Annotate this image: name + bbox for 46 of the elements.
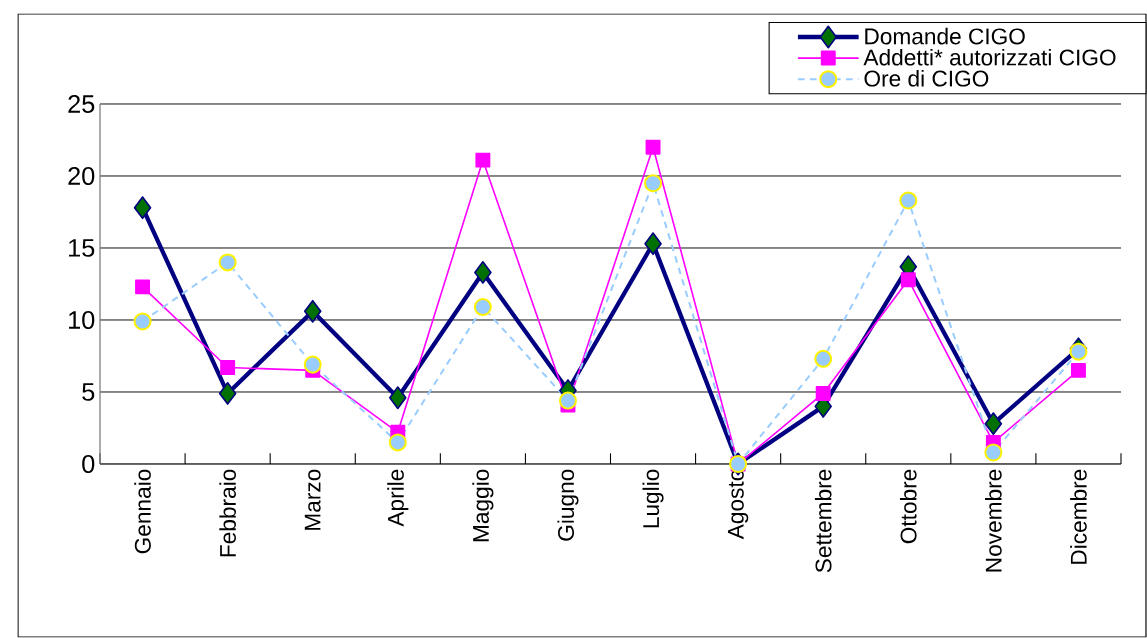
point	[135, 279, 151, 295]
point	[1069, 342, 1088, 361]
point	[899, 191, 918, 210]
point	[474, 261, 492, 285]
x-tick-label: Settembre	[814, 469, 832, 573]
legend-label: Domande CIGO	[865, 27, 1025, 45]
point	[389, 386, 407, 410]
point	[1070, 363, 1086, 379]
x-tick-label: Aprile	[387, 469, 409, 527]
x-tick-label: Giugno	[557, 469, 579, 541]
point	[303, 355, 322, 374]
x-tick-label: Marzo	[304, 469, 321, 531]
legend-label: Ore di CIGO	[864, 70, 989, 87]
point	[644, 174, 663, 193]
x-tick-label: Ottobre	[899, 469, 917, 544]
y-tick-label: 20	[68, 167, 95, 186]
x-tick-label: Agosto	[727, 469, 749, 540]
point	[473, 298, 492, 317]
point	[984, 443, 1003, 462]
point	[303, 300, 322, 324]
point	[900, 272, 916, 288]
y-tick-label: 25	[68, 95, 95, 114]
point	[644, 232, 662, 256]
y-tick-label: 5	[82, 383, 95, 402]
point	[475, 152, 491, 168]
legend-label: Addetti* autorizzati CIGO	[863, 49, 1116, 66]
x-tick-label: Dicembre	[1070, 469, 1087, 565]
point	[645, 139, 661, 155]
point	[984, 412, 1003, 436]
point	[388, 433, 407, 452]
x-tick-label: Novembre	[985, 469, 1002, 572]
y-tick-label: 10	[69, 311, 95, 330]
x-tick-label: Gennaio	[134, 469, 151, 554]
point	[218, 253, 237, 272]
point	[815, 386, 831, 402]
x-tick-label: Luglio	[642, 469, 664, 528]
point	[558, 391, 577, 410]
y-tick-label: 15	[69, 239, 95, 258]
point	[133, 312, 152, 331]
point	[220, 360, 236, 376]
point	[133, 196, 152, 220]
y-tick-label: 0	[82, 455, 95, 474]
x-tick-label: Maggio	[472, 469, 494, 542]
x-tick-label: Febbraio	[219, 469, 236, 557]
point	[218, 382, 237, 406]
point	[814, 350, 833, 369]
